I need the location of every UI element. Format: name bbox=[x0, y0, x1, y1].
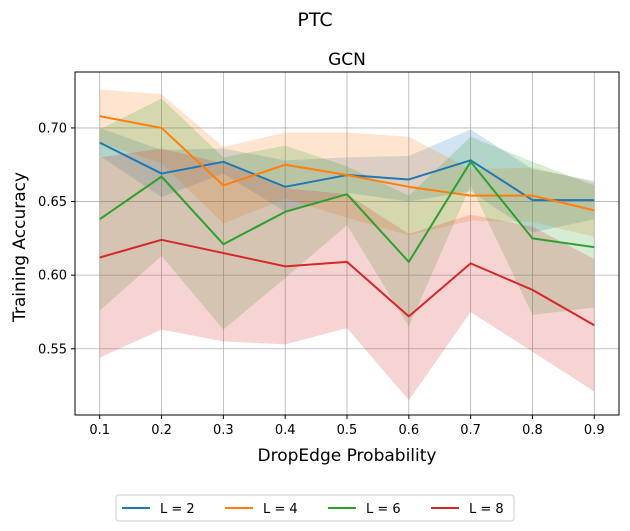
y-tick-label: 0.70 bbox=[38, 121, 67, 136]
series-line-l=4 bbox=[99, 115, 595, 212]
legend-label: L = 8 bbox=[469, 502, 504, 517]
x-tick-label: 0.3 bbox=[213, 423, 234, 438]
y-tick-label: 0.55 bbox=[38, 342, 67, 357]
legend-label: L = 2 bbox=[160, 502, 195, 517]
x-tick-label: 0.6 bbox=[398, 423, 419, 438]
x-axis-ticks: 0.1 0.2 0.3 0.4 0.5 0.6 0.7 0.8 0.9 bbox=[89, 415, 605, 438]
series-lines bbox=[99, 115, 595, 327]
series-line-l=6 bbox=[99, 160, 595, 263]
band-l=8 bbox=[99, 148, 595, 401]
suptitle: PTC bbox=[297, 9, 332, 31]
series-line-l=8 bbox=[99, 238, 595, 327]
y-axis-label: Training Accuracy bbox=[10, 172, 30, 323]
x-tick-label: 0.2 bbox=[151, 423, 172, 438]
confidence-bands bbox=[99, 89, 595, 401]
legend: L = 2 L = 4 L = 6 L = 8 bbox=[115, 494, 515, 522]
grid bbox=[75, 72, 619, 415]
x-tick-label: 0.5 bbox=[337, 423, 358, 438]
x-tick-label: 0.7 bbox=[460, 423, 481, 438]
chart-title: GCN bbox=[328, 50, 366, 70]
y-tick-label: 0.60 bbox=[38, 269, 67, 284]
legend-box bbox=[115, 494, 515, 522]
legend-label: L = 6 bbox=[366, 502, 401, 517]
x-tick-label: 0.8 bbox=[522, 423, 543, 438]
x-tick-label: 0.9 bbox=[584, 423, 605, 438]
x-axis-label: DropEdge Probability bbox=[258, 446, 437, 466]
y-axis-ticks: 0.55 0.60 0.65 0.70 bbox=[38, 121, 75, 357]
band-l=6 bbox=[99, 98, 595, 330]
band-l=4 bbox=[99, 89, 595, 237]
legend-label: L = 4 bbox=[263, 502, 298, 517]
y-tick-label: 0.65 bbox=[38, 195, 67, 210]
x-tick-label: 0.4 bbox=[275, 423, 296, 438]
x-tick-label: 0.1 bbox=[89, 423, 110, 438]
band-l=2 bbox=[99, 127, 595, 233]
